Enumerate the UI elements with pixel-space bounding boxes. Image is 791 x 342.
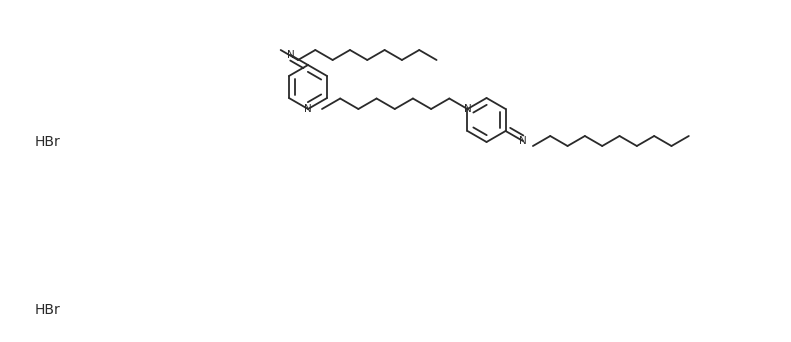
Text: HBr: HBr bbox=[35, 303, 61, 317]
Text: N: N bbox=[304, 104, 312, 114]
Text: N: N bbox=[464, 104, 471, 114]
Text: HBr: HBr bbox=[35, 135, 61, 149]
Text: N: N bbox=[287, 50, 294, 60]
Text: N: N bbox=[519, 136, 527, 146]
